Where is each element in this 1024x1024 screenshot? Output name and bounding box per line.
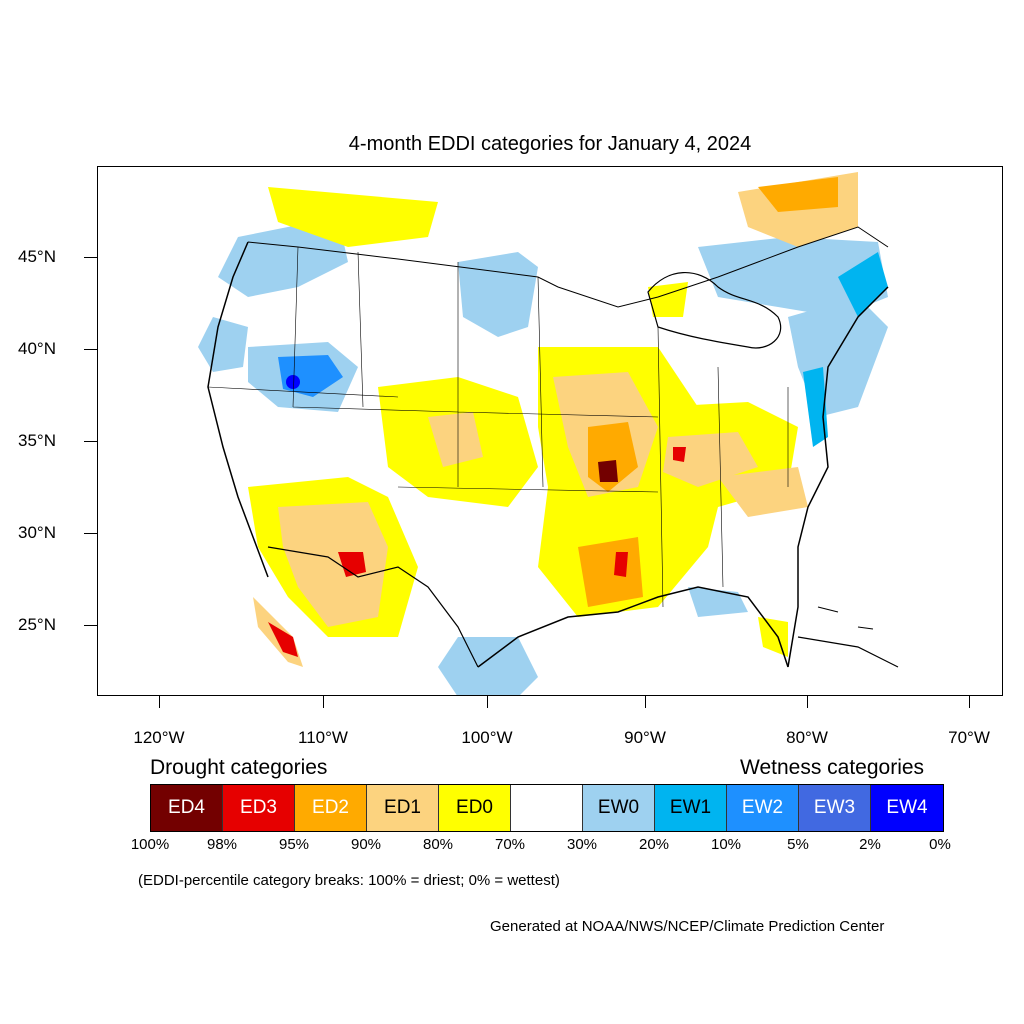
legend-break-label: 5%	[787, 836, 809, 853]
credit-line: Generated at NOAA/NWS/NCEP/Climate Predi…	[490, 918, 885, 935]
state-lines	[207, 246, 789, 608]
lat-label-25: 25°N	[18, 615, 56, 634]
lat-label-40: 40°N	[18, 339, 56, 358]
legend-cell-ed2: ED2	[295, 785, 367, 831]
legend-cell-ed1: ED1	[367, 785, 439, 831]
wet-region-lakes	[698, 237, 888, 317]
legend-cell-neutral	[511, 785, 583, 831]
eddi-map	[97, 166, 1003, 696]
category-note: (EDDI-percentile category breaks: 100% =…	[138, 872, 560, 889]
legend-break-label: 80%	[422, 836, 454, 853]
legend-break-label: 2%	[859, 836, 881, 853]
drought-region-carolinas	[718, 467, 808, 517]
great-lakes-outline	[647, 272, 782, 349]
wet-region-northeast	[788, 297, 888, 417]
legend-break-label: 30%	[566, 836, 598, 853]
lon-label-80: 80°W	[786, 728, 828, 747]
east-coast	[787, 286, 889, 668]
lon-label-110: 110°W	[298, 728, 348, 747]
wet-region-northwest	[198, 317, 248, 372]
drought-region-missouri-ed4	[598, 460, 618, 482]
drought-region-louisiana-ed2	[578, 537, 643, 607]
lat-label-30: 30°N	[18, 523, 56, 542]
drought-region-florida	[758, 617, 788, 657]
us-west-coast	[207, 241, 269, 578]
drought-region-north-scatter	[268, 187, 438, 247]
drought-region-nm-ed3	[338, 552, 366, 577]
lon-tick-120	[159, 696, 160, 708]
legend-break-label: 98%	[206, 836, 238, 853]
us-canada-border	[247, 226, 889, 308]
legend-colorbar: ED4 ED3 ED2 ED1 ED0 EW0 EW1 EW2 EW3 EW4	[150, 784, 944, 832]
legend-cell-ew0: EW0	[583, 785, 655, 831]
lon-tick-90	[645, 696, 646, 708]
wet-region-texas-coast	[438, 637, 538, 695]
legend-break-label: 100%	[130, 836, 170, 853]
wet-region-montana	[458, 252, 538, 337]
legend-break-label: 70%	[494, 836, 526, 853]
lat-tick-30	[84, 533, 97, 534]
wet-region-east-coast	[803, 367, 828, 447]
legend-break-label: 20%	[638, 836, 670, 853]
lon-label-70: 70°W	[948, 728, 990, 747]
lon-tick-70	[969, 696, 970, 708]
map-canvas	[198, 172, 899, 695]
lat-label-45: 45°N	[18, 247, 56, 266]
gulf-coast	[477, 586, 789, 668]
legend-break-label: 0%	[929, 836, 951, 853]
wet-region-colorado-peak	[286, 375, 300, 389]
lat-tick-25	[84, 625, 97, 626]
drought-region-baja-ed3	[268, 622, 298, 657]
drought-region-tennessee-ed3	[673, 447, 686, 462]
drought-region-louisiana-ed3	[614, 552, 628, 577]
drought-region-southwest-ed1	[278, 502, 388, 627]
legend-break-label: 10%	[710, 836, 742, 853]
drought-heading: Drought categories	[150, 756, 328, 779]
legend-cell-ew2: EW2	[727, 785, 799, 831]
legend-cell-ew3: EW3	[799, 785, 871, 831]
wetness-heading: Wetness categories	[740, 756, 925, 779]
lat-tick-40	[84, 349, 97, 350]
legend-cell-ed3: ED3	[223, 785, 295, 831]
lon-label-90: 90°W	[624, 728, 666, 747]
legend-cell-ed0: ED0	[439, 785, 511, 831]
lon-label-120: 120°W	[133, 728, 185, 747]
bahamas	[817, 606, 874, 630]
lon-label-100: 100°W	[461, 728, 513, 747]
wet-region-north	[218, 217, 348, 297]
legend-cell-ed4: ED4	[151, 785, 223, 831]
cuba-coast	[797, 636, 899, 668]
lon-tick-100	[487, 696, 488, 708]
legend-break-label: 95%	[278, 836, 310, 853]
drought-region-plains-ed1	[428, 412, 483, 467]
legend-cell-ew4: EW4	[871, 785, 943, 831]
lat-label-35: 35°N	[18, 431, 56, 450]
us-mexico-border	[267, 546, 479, 668]
lat-tick-45	[84, 257, 97, 258]
wet-region-ne-strong	[838, 252, 888, 317]
drought-region-quebec-ed2	[758, 177, 838, 212]
drought-region-tennessee-ed1	[663, 432, 758, 487]
lon-tick-80	[807, 696, 808, 708]
lat-tick-35	[84, 441, 97, 442]
map-title: 4-month EDDI categories for January 4, 2…	[348, 133, 752, 155]
legend-break-label: 90%	[350, 836, 382, 853]
legend-cell-ew1: EW1	[655, 785, 727, 831]
lon-tick-110	[323, 696, 324, 708]
